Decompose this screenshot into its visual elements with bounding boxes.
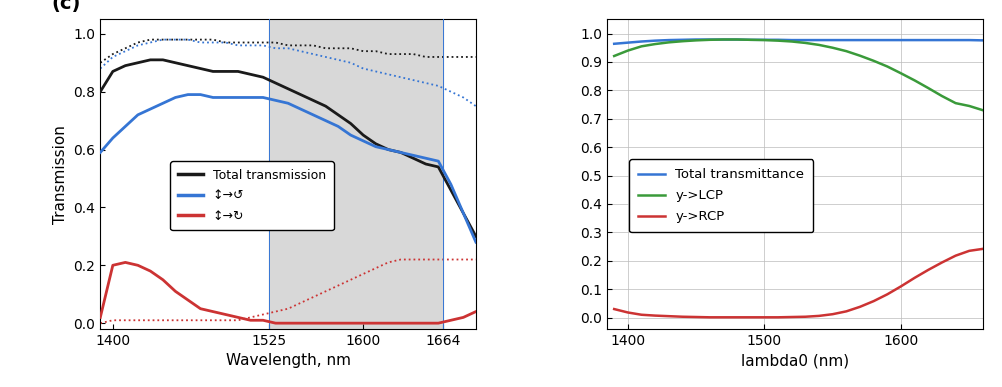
Total transmittance <box>772 38 784 42</box>
y->LCP <box>949 101 961 106</box>
y->RCP <box>826 312 838 317</box>
y->LCP <box>867 58 879 63</box>
y->LCP <box>758 38 770 43</box>
Total transmittance <box>703 37 715 42</box>
y->LCP <box>962 104 974 108</box>
Total transmittance <box>813 38 825 43</box>
Legend: Total transmission, ↕→↺, ↕→↻: Total transmission, ↕→↺, ↕→↻ <box>170 161 334 230</box>
y->LCP <box>703 38 715 42</box>
y->LCP <box>813 43 825 47</box>
y->RCP <box>962 248 974 253</box>
y->LCP <box>785 39 797 44</box>
X-axis label: Wavelength, nm: Wavelength, nm <box>225 353 351 368</box>
Bar <box>270 19 443 329</box>
y->RCP <box>799 314 811 319</box>
y->RCP <box>976 247 988 251</box>
y->RCP <box>635 312 647 317</box>
y->RCP <box>922 267 934 272</box>
y->RCP <box>785 315 797 319</box>
y->RCP <box>813 313 825 318</box>
Total transmittance <box>648 38 660 43</box>
Total transmittance <box>976 38 988 43</box>
y->RCP <box>772 315 784 320</box>
y->RCP <box>935 260 947 265</box>
y->LCP <box>648 42 660 46</box>
Total transmittance <box>689 37 701 42</box>
y->RCP <box>621 310 633 315</box>
y->LCP <box>894 71 906 75</box>
y->LCP <box>662 40 674 45</box>
Total transmittance <box>867 38 879 43</box>
Total transmittance <box>922 38 934 43</box>
Legend: Total transmittance, y->LCP, y->RCP: Total transmittance, y->LCP, y->RCP <box>628 159 813 233</box>
Total transmittance <box>881 38 893 43</box>
y->RCP <box>730 315 742 320</box>
y->LCP <box>840 49 852 53</box>
y->RCP <box>867 299 879 303</box>
Total transmittance <box>716 37 728 42</box>
Total transmittance <box>744 38 757 42</box>
y->RCP <box>840 309 852 313</box>
Total transmittance <box>621 40 633 45</box>
Text: (c): (c) <box>51 0 81 13</box>
y->LCP <box>826 45 838 50</box>
Total transmittance <box>894 38 906 43</box>
Total transmittance <box>730 37 742 42</box>
y->LCP <box>607 54 619 58</box>
y->RCP <box>648 313 660 318</box>
y->LCP <box>772 38 784 43</box>
y->LCP <box>716 37 728 42</box>
Total transmittance <box>758 38 770 42</box>
y->LCP <box>621 48 633 53</box>
Line: y->RCP: y->RCP <box>613 249 982 317</box>
y->LCP <box>689 38 701 43</box>
Total transmittance <box>675 38 687 42</box>
y->RCP <box>716 315 728 320</box>
Total transmittance <box>799 38 811 43</box>
y->LCP <box>635 44 647 49</box>
Total transmittance <box>853 38 865 43</box>
y->LCP <box>881 64 893 69</box>
y->RCP <box>744 315 757 320</box>
X-axis label: lambda0 (nm): lambda0 (nm) <box>740 353 849 368</box>
y->RCP <box>675 314 687 319</box>
Total transmittance <box>607 41 619 46</box>
y->RCP <box>662 314 674 319</box>
Total transmittance <box>840 38 852 43</box>
y->LCP <box>744 38 757 42</box>
Total transmittance <box>785 38 797 43</box>
y->LCP <box>675 39 687 44</box>
y->RCP <box>853 305 865 309</box>
Total transmittance <box>935 38 947 43</box>
Total transmittance <box>826 38 838 43</box>
y->RCP <box>908 276 920 280</box>
Line: Total transmittance: Total transmittance <box>613 39 982 44</box>
y->RCP <box>703 315 715 320</box>
y->LCP <box>799 41 811 45</box>
y->LCP <box>730 37 742 42</box>
y->RCP <box>607 307 619 312</box>
y->RCP <box>758 315 770 320</box>
Total transmittance <box>635 39 647 44</box>
y->RCP <box>894 284 906 289</box>
Total transmittance <box>949 38 961 43</box>
y->RCP <box>881 292 893 296</box>
Line: y->LCP: y->LCP <box>613 39 982 110</box>
Total transmittance <box>962 38 974 43</box>
y->LCP <box>922 86 934 91</box>
y->RCP <box>689 315 701 319</box>
Total transmittance <box>662 38 674 43</box>
y->RCP <box>949 253 961 258</box>
y->LCP <box>976 108 988 113</box>
y->LCP <box>853 53 865 58</box>
Y-axis label: Transmission: Transmission <box>53 125 68 224</box>
y->LCP <box>935 94 947 98</box>
y->LCP <box>908 78 920 83</box>
Total transmittance <box>908 38 920 43</box>
